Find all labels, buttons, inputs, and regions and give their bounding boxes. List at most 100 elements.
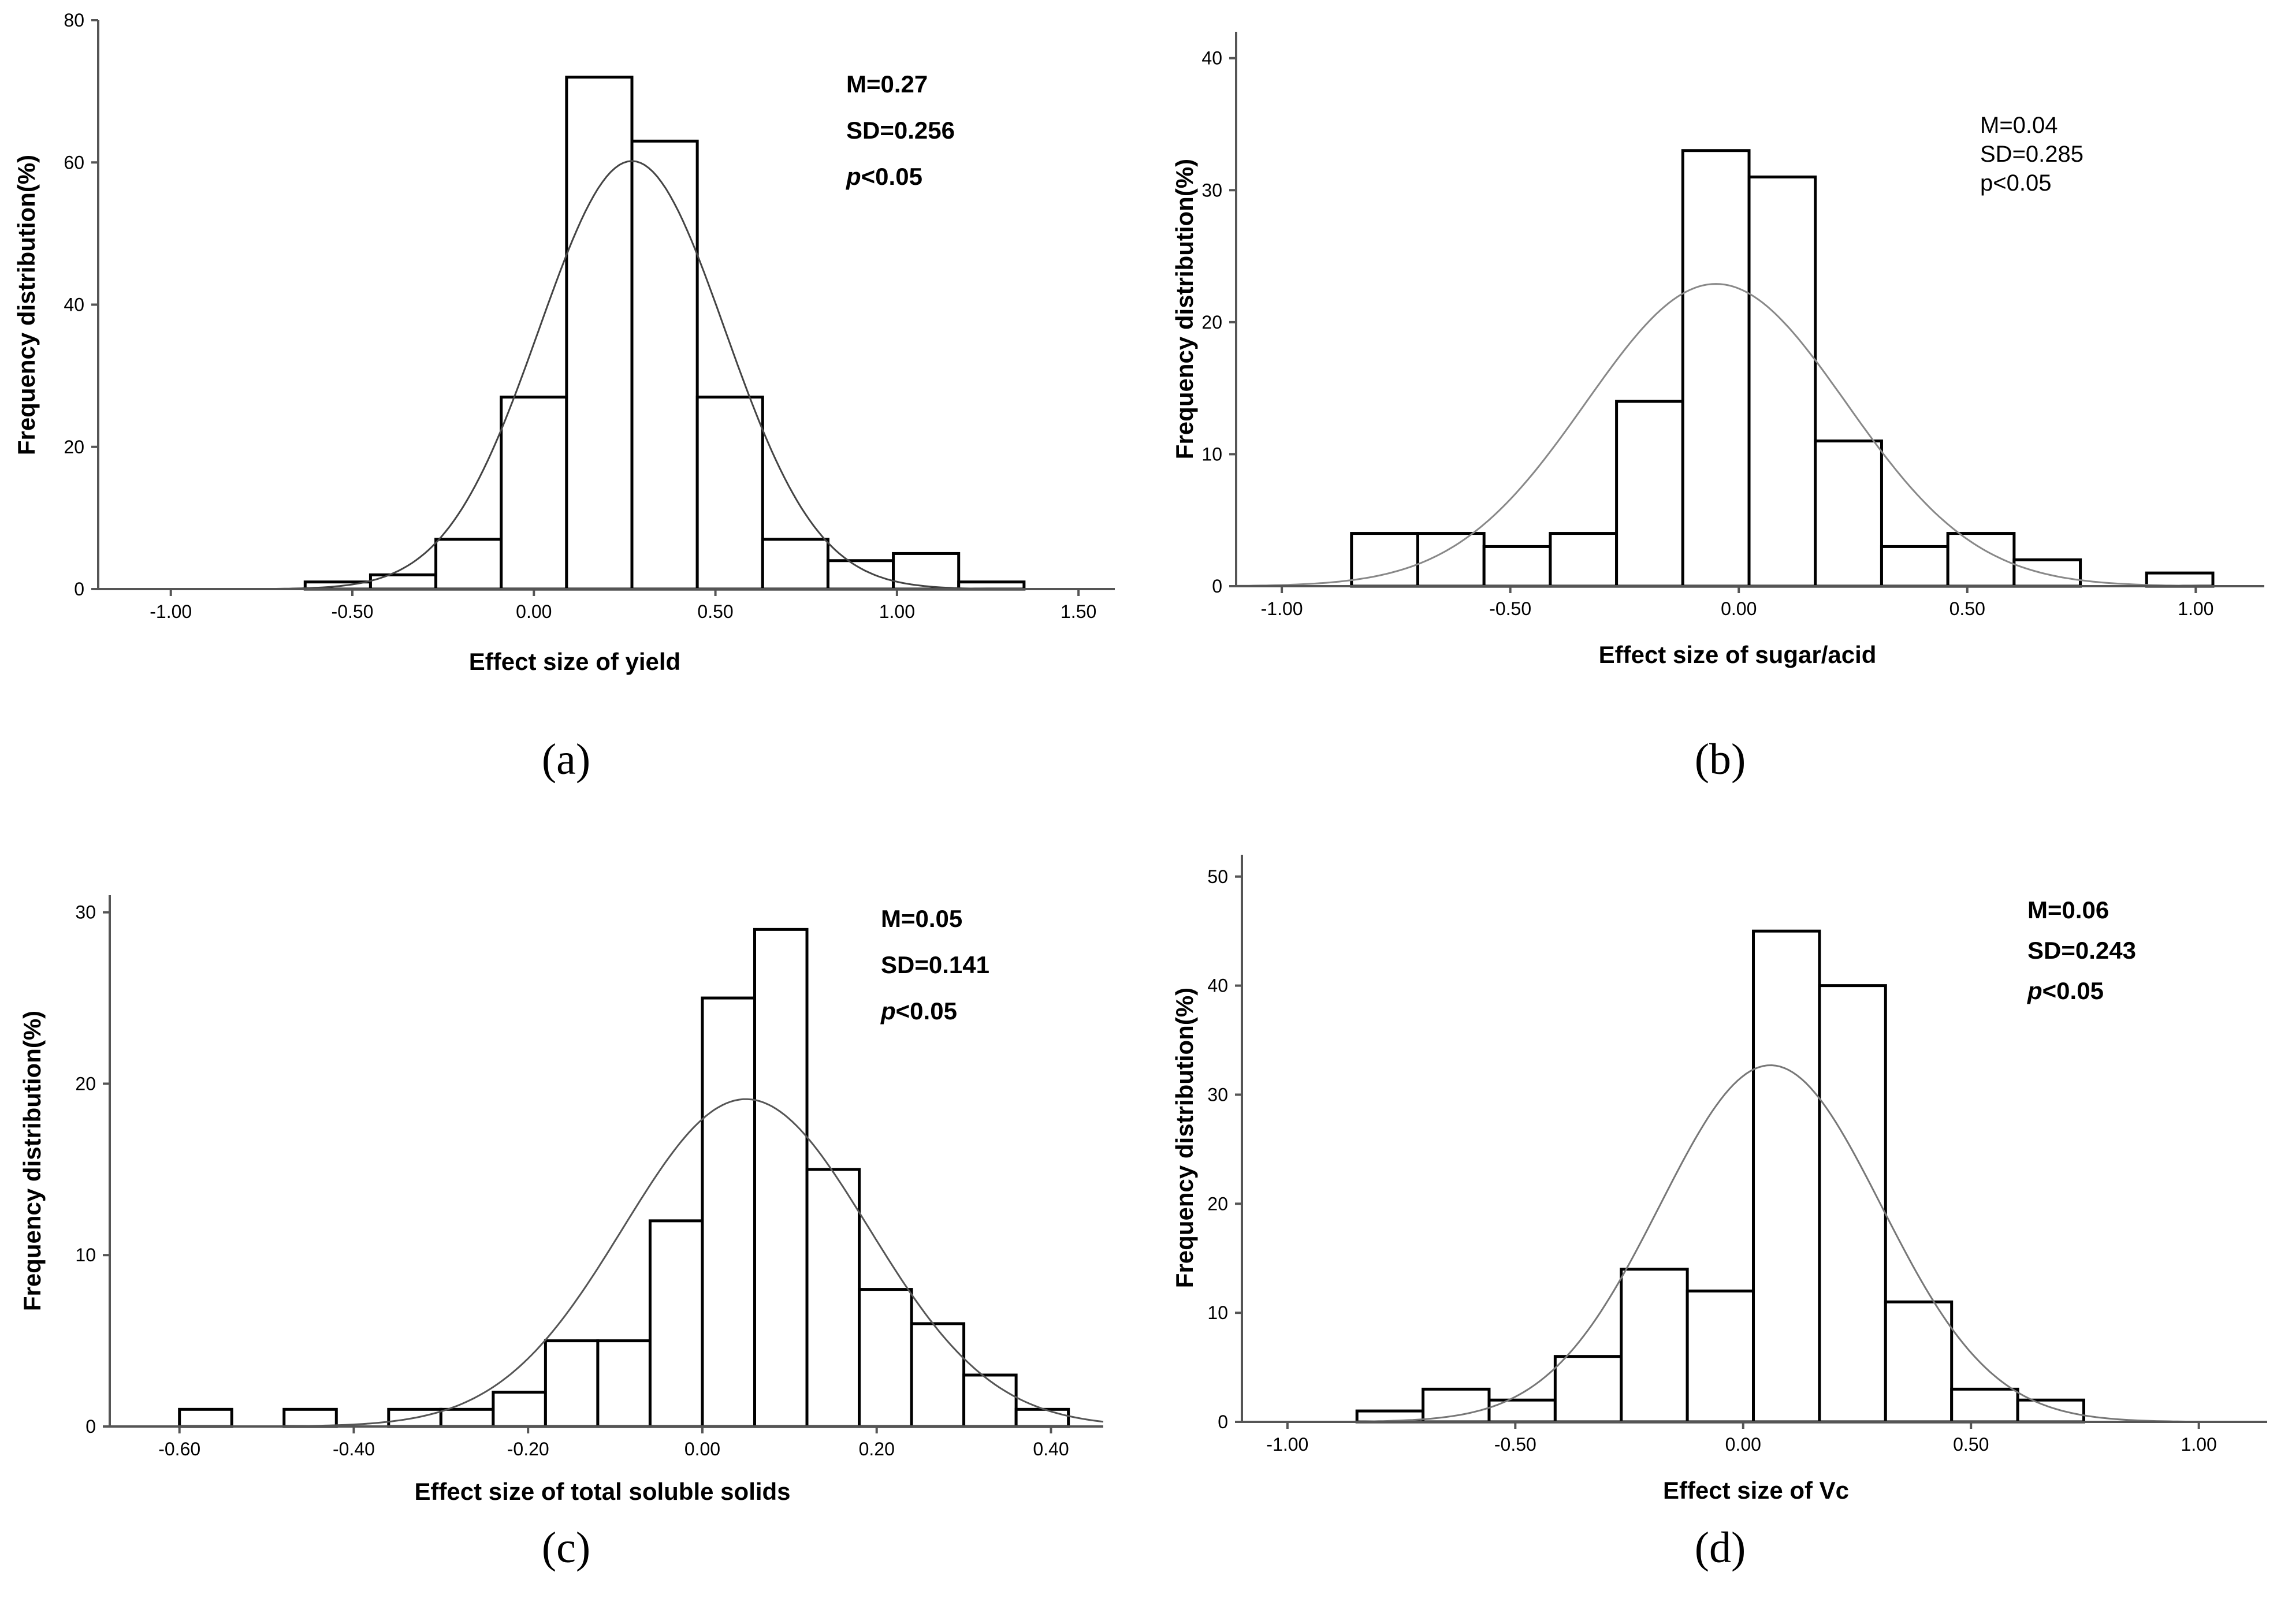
y-tick-label: 20 xyxy=(75,1073,96,1094)
x-tick-label: 0.20 xyxy=(859,1439,895,1459)
histogram-bar xyxy=(753,928,809,1428)
stat-p-value: p<0.05 xyxy=(1980,170,2051,196)
chart-panel-2: -1.00 -0.50 0.00 0.50 1.00 0 10 20 30 40 Effect si… xyxy=(1171,32,2264,784)
stat-mean: M=0.04 xyxy=(1980,113,2058,138)
histogram-bar xyxy=(439,1407,495,1428)
histogram-bar xyxy=(178,1407,233,1428)
histogram-bar xyxy=(1880,545,1949,588)
histogram-bar xyxy=(858,1288,913,1428)
y-tick-label: 0 xyxy=(74,579,84,599)
stat-mean: M=0.27 xyxy=(846,70,928,98)
x-tick-label: -0.50 xyxy=(332,601,374,622)
y-tick-label: 20 xyxy=(64,437,84,457)
stat-p-threshold: <0.05 xyxy=(861,163,922,190)
stat-p-value: p<0.05 xyxy=(846,163,922,190)
histogram-bar xyxy=(2016,1398,2085,1424)
x-tick-label: -0.20 xyxy=(507,1439,549,1459)
x-tick-label: 1.00 xyxy=(2178,598,2213,619)
stat-p-letter: p xyxy=(880,997,896,1025)
stat-p-value: p<0.05 xyxy=(880,997,957,1025)
histogram-bar xyxy=(1681,149,1751,588)
x-tick-label: 0.50 xyxy=(1949,598,1985,619)
stat-p-threshold: <0.05 xyxy=(896,997,957,1025)
panel-label: (a) xyxy=(542,735,590,784)
y-tick-label: 20 xyxy=(1207,1193,1228,1214)
chart-panel-4: -1.00 -0.50 0.00 0.50 1.00 0 10 20 30 40 50 Effect … xyxy=(1171,855,2267,1572)
panel-label: (c) xyxy=(542,1524,590,1572)
y-axis-label: Frequency distribution(%) xyxy=(1171,159,1198,459)
x-tick-label: 0.00 xyxy=(684,1439,720,1459)
stat-p-value: p<0.05 xyxy=(2027,977,2104,1004)
histogram-bar xyxy=(1482,545,1552,588)
x-tick-label: -1.00 xyxy=(1261,598,1303,619)
histogram-bar xyxy=(1686,1289,1755,1424)
histogram-bar xyxy=(1950,1387,2019,1424)
stat-p-letter: p xyxy=(2027,977,2042,1004)
x-tick-label: 0.40 xyxy=(1033,1439,1069,1459)
stat-sd: SD=0.285 xyxy=(1980,141,2083,167)
x-tick-label: 0.00 xyxy=(1725,1434,1761,1455)
y-tick-label: 10 xyxy=(1201,444,1222,464)
histogram-bar xyxy=(648,1219,704,1428)
x-axis-label: Effect size of Vc xyxy=(1663,1477,1849,1504)
y-axis-label: Frequency distribution(%) xyxy=(13,155,40,455)
y-tick-label: 80 xyxy=(64,10,84,31)
panel-label: (d) xyxy=(1695,1524,1746,1572)
x-tick-label: 0.00 xyxy=(1721,598,1757,619)
y-tick-label: 0 xyxy=(1212,576,1222,597)
histogram-bar xyxy=(1422,1387,1491,1424)
histogram-bar xyxy=(2145,571,2215,588)
histogram-bar xyxy=(565,76,634,591)
y-axis-label: Frequency distribution(%) xyxy=(1171,988,1198,1288)
histogram-bar xyxy=(282,1407,338,1428)
y-axis-label: Frequency distribution(%) xyxy=(18,1011,46,1311)
x-tick-label: -0.50 xyxy=(1489,598,1531,619)
stat-sd: SD=0.243 xyxy=(2027,937,2136,964)
histogram-bar xyxy=(826,559,895,591)
histogram-bar xyxy=(695,396,764,591)
stat-sd: SD=0.141 xyxy=(881,951,989,978)
histogram-bar xyxy=(1814,439,1883,588)
histogram-bar xyxy=(500,396,568,591)
normal-curve xyxy=(1242,1064,2267,1423)
histogram-bar xyxy=(1752,929,1821,1424)
stat-p-letter: p xyxy=(1980,170,1993,196)
y-tick-label: 30 xyxy=(1207,1084,1228,1105)
y-tick-label: 10 xyxy=(75,1245,96,1265)
y-tick-label: 40 xyxy=(64,295,84,315)
x-tick-label: 1.00 xyxy=(2181,1434,2217,1455)
x-tick-label: -0.50 xyxy=(1494,1434,1536,1455)
histogram-bar xyxy=(805,1168,861,1428)
stat-p-threshold: <0.05 xyxy=(1993,170,2051,196)
histogram-bar xyxy=(1884,1300,1954,1424)
panel-label: (b) xyxy=(1695,735,1746,784)
histogram-bar xyxy=(1747,175,1817,588)
stat-mean: M=0.05 xyxy=(881,905,962,932)
x-axis-label: Effect size of total soluble solids xyxy=(414,1478,790,1505)
stat-sd: SD=0.256 xyxy=(846,117,955,144)
chart-panel-3: -0.60 -0.40 -0.20 0.00 0.20 0.40 0 10 20 30 Effect… xyxy=(18,895,1104,1572)
y-tick-label: 30 xyxy=(75,902,96,923)
y-tick-label: 10 xyxy=(1207,1302,1228,1323)
y-tick-label: 50 xyxy=(1207,866,1228,887)
x-tick-label: 1.00 xyxy=(879,601,915,622)
histogram-bar xyxy=(962,1373,1018,1428)
x-tick-label: 0.50 xyxy=(697,601,733,622)
chart-panel-1: -1.00 -0.50 0.00 0.50 1.00 1.50 0 20 40 60 80 Effec… xyxy=(13,10,1115,784)
y-tick-label: 40 xyxy=(1201,48,1222,69)
histogram-bar xyxy=(2012,558,2082,588)
y-tick-label: 60 xyxy=(64,152,84,173)
stat-mean: M=0.06 xyxy=(2027,896,2109,923)
stat-p-threshold: <0.05 xyxy=(2042,977,2104,1004)
y-tick-label: 30 xyxy=(1201,180,1222,200)
histogram-bar xyxy=(1549,532,1619,588)
x-tick-label: -0.40 xyxy=(333,1439,375,1459)
histogram-bar xyxy=(630,139,699,591)
histogram-bar xyxy=(492,1391,547,1428)
histogram-bar xyxy=(434,538,503,591)
histogram-bar xyxy=(1615,400,1684,588)
histogram-bar xyxy=(1553,1355,1623,1424)
y-tick-label: 20 xyxy=(1201,312,1222,333)
x-tick-label: 0.50 xyxy=(1953,1434,1989,1455)
